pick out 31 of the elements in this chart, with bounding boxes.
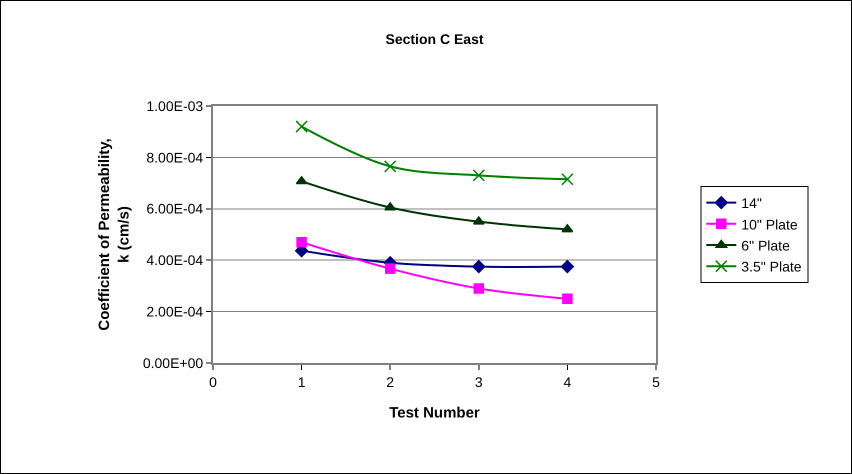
point — [472, 169, 486, 182]
y-tick-label: 4.00E-04 — [146, 252, 204, 268]
y-tick-label: 6.00E-04 — [146, 200, 204, 217]
y-tick-label: 2.00E-04 — [146, 304, 204, 320]
y-tick-label: 1.00E-03 — [146, 98, 204, 114]
point — [474, 283, 484, 294]
point — [384, 160, 396, 173]
y-tick-label: 0.00E+00 — [142, 354, 204, 371]
x-tick-label: 2 — [386, 374, 394, 390]
legend-label: 6" Plate — [741, 237, 790, 254]
point — [295, 120, 308, 133]
point — [384, 263, 396, 274]
point — [472, 260, 486, 274]
legend-label: 10" Plate — [741, 216, 798, 232]
x-axis-title: Test Number — [389, 404, 480, 422]
x-tick-label: 5 — [652, 374, 660, 390]
x-tick-label: 3 — [474, 374, 483, 390]
chart-title: Section C East — [385, 30, 484, 47]
point — [560, 260, 574, 274]
x-tick-label: 1 — [298, 374, 306, 390]
point — [384, 202, 396, 211]
point — [296, 236, 307, 248]
point — [561, 173, 574, 186]
y-axis-title: Coefficient of Permeability, k (cm/s) — [96, 138, 133, 331]
y-tick-label: 8.00E-04 — [146, 149, 204, 166]
x-tick-label: 4 — [564, 374, 572, 390]
x-tick-label: 0 — [209, 374, 218, 390]
legend-label: 3.5" Plate — [741, 258, 802, 275]
legend-label: 14" — [741, 195, 762, 212]
point — [472, 216, 485, 225]
point — [562, 294, 573, 304]
